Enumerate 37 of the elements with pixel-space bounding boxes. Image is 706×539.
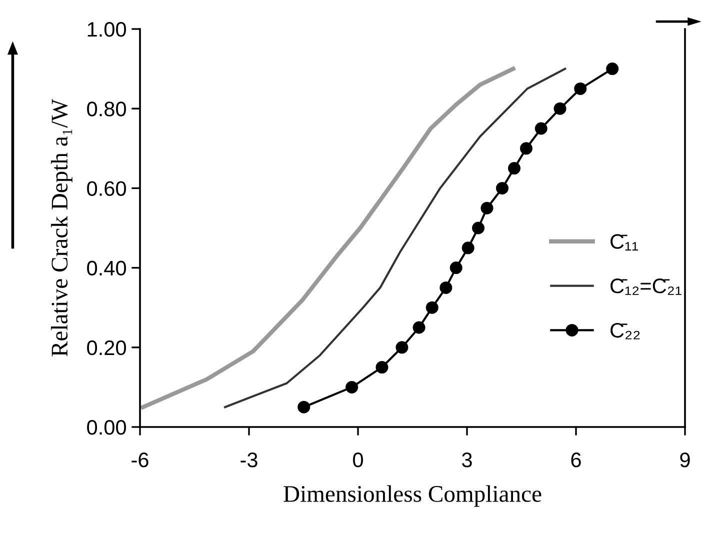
- point: [412, 321, 426, 334]
- x-axis-title: Dimensionless Compliance: [284, 485, 542, 507]
- point: [298, 400, 310, 414]
- legend-label: C̄₁₁: [610, 234, 638, 250]
- point: [574, 82, 587, 95]
- x-tick-label: -6: [132, 452, 148, 468]
- point: [346, 380, 358, 394]
- point: [462, 242, 474, 254]
- point: [554, 102, 566, 115]
- x-tick-label: 3: [462, 452, 472, 468]
- point: [606, 62, 619, 76]
- legend-label: C̄₁₂=C̄₂₁: [610, 278, 682, 295]
- point: [426, 301, 438, 314]
- point: [496, 182, 508, 194]
- x-tick-label: 9: [680, 452, 690, 468]
- line-series: [224, 68, 566, 408]
- point: [472, 222, 485, 234]
- y-tick-label: 0.60: [87, 181, 126, 196]
- x-tick-label: 0: [353, 452, 363, 468]
- y-tick-label: 0.00: [87, 420, 126, 435]
- x-tick-label: 6: [571, 452, 581, 468]
- y-tick-label: 1.00: [88, 22, 126, 37]
- legend-label: C̄₂₂: [610, 322, 640, 340]
- y-axis-title: Relative Crack Depth a₁/W: [50, 99, 72, 356]
- point: [440, 281, 452, 294]
- point: [508, 162, 520, 175]
- y-tick-label: 0.40: [87, 260, 126, 276]
- y-tick-label: 0.80: [87, 102, 126, 116]
- line-series: [140, 66, 516, 410]
- point: [396, 341, 408, 354]
- point: [534, 122, 548, 135]
- point: [520, 142, 532, 155]
- point: [450, 262, 462, 274]
- point: [376, 361, 388, 374]
- x-tick-label: -3: [240, 452, 258, 468]
- y-tick-label: 0.20: [87, 340, 126, 356]
- point: [480, 202, 494, 214]
